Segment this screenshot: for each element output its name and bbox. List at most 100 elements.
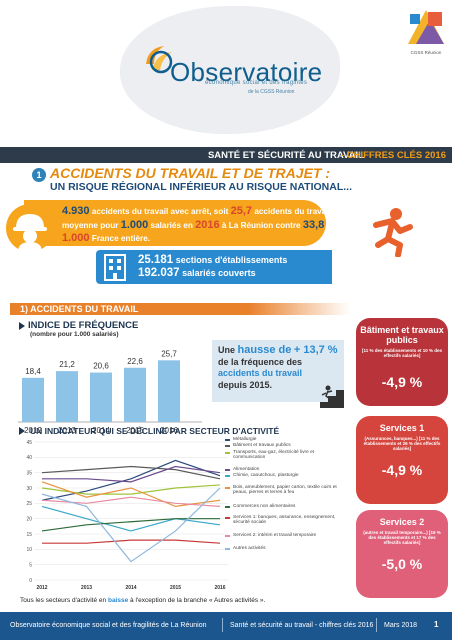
series-line-2 bbox=[41, 484, 221, 495]
increase-callout-text: Une hausse de + 13,7 % de la fréquence d… bbox=[218, 344, 338, 390]
section-number-badge: 1 bbox=[32, 168, 46, 182]
y-tick-label: 40 bbox=[26, 455, 32, 461]
legend-swatch bbox=[225, 535, 230, 537]
stairs-fall-icon bbox=[320, 385, 344, 408]
legend-swatch bbox=[225, 445, 230, 447]
legend-swatch bbox=[225, 506, 230, 508]
bar-2013 bbox=[56, 371, 78, 422]
legend-swatch bbox=[225, 475, 230, 477]
y-tick-label: 10 bbox=[26, 547, 32, 553]
employees-count: 192.037 bbox=[138, 267, 180, 279]
legend-swatch bbox=[225, 452, 230, 454]
footer-publisher: Observatoire économique social et des fr… bbox=[10, 622, 207, 629]
footer-title: Santé et sécurité au travail - chiffres … bbox=[230, 622, 374, 629]
logo-wordmark: Observatoire bbox=[170, 57, 323, 87]
legend-label: Commerces non alimentaires bbox=[233, 504, 296, 509]
bar-value-label: 18,4 bbox=[25, 367, 41, 376]
frequency-index-title: INDICE DE FRÉQUENCE bbox=[28, 320, 139, 331]
x-tick-label: 2013 bbox=[81, 585, 92, 591]
chart-note: Tous les secteurs d'activité en baisse à… bbox=[20, 597, 266, 604]
bar-tick-label: 2016 bbox=[160, 426, 178, 435]
series-line-7 bbox=[42, 539, 221, 544]
increase-value: + 13,7 % bbox=[293, 344, 338, 356]
observatoire-logo-icon bbox=[146, 46, 173, 74]
legend-swatch bbox=[225, 487, 230, 489]
sections-count: 25.181 bbox=[138, 254, 174, 266]
y-tick-label: 20 bbox=[26, 516, 32, 522]
series-line-6 bbox=[41, 518, 220, 532]
series-line-3 bbox=[42, 465, 221, 483]
legend-label: Alimentation bbox=[233, 467, 260, 472]
building-icon bbox=[104, 254, 126, 281]
legend-label: Services 2: intérim et travail temporair… bbox=[233, 533, 317, 538]
legend-swatch bbox=[225, 469, 230, 471]
section1-title: ACCIDENTS DU TRAVAIL ET DE TRAJET : bbox=[50, 165, 331, 181]
bar-tick-label: 2013 bbox=[58, 426, 76, 435]
band-highlight: - CHIFFRES CLÉS 2016 bbox=[340, 150, 446, 161]
card-services2: Services 2 (autres et travail temporaire… bbox=[356, 510, 448, 598]
cgss-logo-icon bbox=[408, 10, 444, 44]
legend-label: Bois, ameublement, papier carton, textil… bbox=[233, 485, 337, 496]
bar-value-label: 21,2 bbox=[59, 360, 75, 369]
cgss-label: CGSS Réunion bbox=[410, 50, 442, 55]
bar-2014 bbox=[90, 372, 112, 422]
y-tick-label: 5 bbox=[29, 562, 32, 568]
establishments-text: 25.181 sections d'établissements 192.037… bbox=[138, 254, 288, 279]
series-line-0 bbox=[41, 459, 221, 501]
bar-tick-label: 2014 bbox=[92, 426, 110, 435]
frequency-index-subtitle: (nombre pour 1.000 salariés) bbox=[30, 331, 119, 338]
y-tick-label: 25 bbox=[26, 501, 32, 507]
legend-label: Bâtiment et travaux publics bbox=[233, 443, 291, 448]
establishments-banner bbox=[96, 250, 332, 284]
card-btp: Bâtiment et travaux publics [11 % des ét… bbox=[356, 318, 448, 406]
legend-label: Chimie, caoutchouc, plasturgie bbox=[233, 473, 299, 478]
accidents-section-bar bbox=[10, 303, 350, 315]
legend-label: Métallurgie bbox=[233, 437, 257, 442]
x-tick-label: 2015 bbox=[170, 585, 181, 591]
accidents-count-value: 4.930 bbox=[62, 205, 90, 217]
bar-value-label: 25,7 bbox=[161, 349, 177, 358]
logo-subtitle: économique social et des fragilités bbox=[205, 80, 308, 86]
y-tick-label: 15 bbox=[26, 532, 32, 538]
bar-2012 bbox=[22, 377, 44, 422]
frequency-bar-chart: 18,4 2012 21,2 2013 20,6 2014 22,6 2015 25,7 2016 bbox=[18, 349, 202, 435]
legend-swatch bbox=[225, 439, 230, 441]
y-tick-label: 45 bbox=[26, 440, 32, 446]
bar-tick-label: 2015 bbox=[126, 426, 144, 435]
legend-label: Autres activités bbox=[233, 546, 266, 551]
series-line-4 bbox=[41, 505, 221, 532]
page-number: 1 bbox=[434, 620, 439, 629]
accidents-key-figures-banner bbox=[24, 200, 326, 246]
bullet-arrow-icon bbox=[19, 322, 25, 330]
band-title: SANTÉ ET SÉCURITÉ AU TRAVAIL bbox=[207, 150, 364, 161]
sector-chart-title: UN INDICATEUR QUI SE DÉCLINE PAR SECTEUR… bbox=[30, 426, 280, 436]
accidents-section-label: 1) ACCIDENTS DU TRAVAIL bbox=[20, 304, 139, 314]
construction-worker-icon bbox=[6, 204, 54, 252]
card-services2-value: -5,0 % bbox=[381, 556, 423, 572]
bullet-arrow-icon bbox=[19, 427, 25, 435]
card-services1-value: -4,9 % bbox=[381, 462, 423, 478]
x-tick-label: 2012 bbox=[36, 585, 47, 591]
bar-2016 bbox=[158, 360, 180, 422]
accidents-key-figures-text: 4.930 accidents du travail avec arrêt, s… bbox=[62, 205, 345, 244]
legend-label: Services 1: banques, assurance, enseigne… bbox=[233, 515, 336, 526]
legend-label: Transports, eau-gaz, électricité livre e… bbox=[233, 450, 315, 461]
y-tick-label: 0 bbox=[29, 578, 32, 584]
legend-swatch bbox=[225, 548, 230, 550]
series-line-1 bbox=[41, 465, 221, 480]
logo-byline: de la CGSS Réunion bbox=[248, 89, 295, 95]
title-band bbox=[0, 147, 452, 163]
footer-separator bbox=[222, 618, 223, 632]
y-tick-label: 35 bbox=[26, 470, 32, 476]
bar-value-label: 22,6 bbox=[127, 357, 143, 366]
accidents-rate-value: 25,7 bbox=[230, 205, 253, 217]
card-btp-value: -4,9 % bbox=[381, 374, 423, 390]
footer-date: Mars 2018 bbox=[384, 622, 418, 629]
card-services1: Services 1 (Assurances, banques...) [11 … bbox=[356, 416, 448, 504]
section1-subtitle: UN RISQUE RÉGIONAL INFÉRIEUR AU RISQUE N… bbox=[50, 181, 352, 193]
increase-callout bbox=[212, 340, 344, 402]
bar-value-label: 20,6 bbox=[93, 362, 109, 371]
falling-person-icon bbox=[373, 208, 413, 257]
x-tick-label: 2014 bbox=[125, 585, 136, 591]
x-tick-label: 2016 bbox=[214, 585, 225, 591]
